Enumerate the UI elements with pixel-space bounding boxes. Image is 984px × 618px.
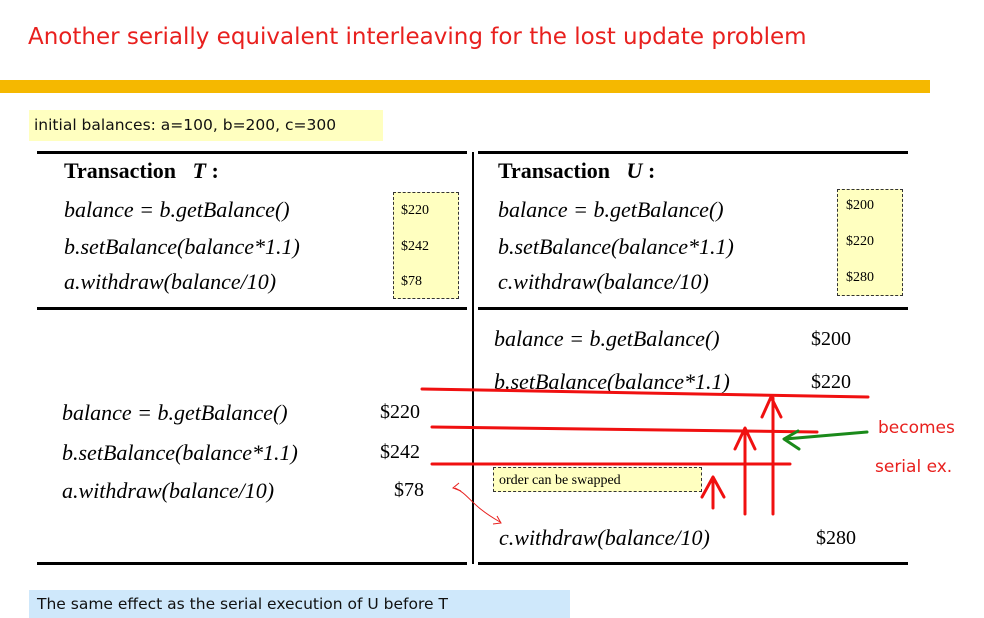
interleave-u-op-1: balance = b.getBalance() (494, 326, 720, 351)
interleave-u-value-1: $200 (811, 328, 851, 350)
table-middle-rule-right (478, 307, 908, 310)
red-line-1 (420, 387, 870, 399)
t-op-1: balance = b.getBalance() (64, 197, 290, 222)
swap-curve (454, 487, 501, 523)
table-bottom-rule (37, 562, 467, 565)
green-arrow-head (782, 429, 801, 451)
u-op-2: b.setBalance(balance*1.1) (498, 234, 734, 259)
becomes-label: becomes (878, 418, 955, 438)
t-value-2: $242 (401, 239, 429, 254)
swap-curve-head-bottom (492, 515, 502, 525)
u-op-1: balance = b.getBalance() (498, 197, 724, 222)
green-arrow-shaft (783, 430, 869, 441)
interleave-t-op-3: a.withdraw(balance/10) (62, 478, 275, 503)
transaction-t-heading: Transaction T : (64, 158, 219, 184)
red-arrow-1-head (700, 475, 726, 499)
u-op-3: c.withdraw(balance/10) (498, 269, 709, 294)
interleave-u-value-3: $280 (816, 527, 856, 549)
swap-curve-head-top (452, 482, 462, 492)
serial-ex-label: serial ex. (875, 457, 953, 477)
t-value-1: $220 (401, 203, 429, 218)
transaction-u-colon: : (647, 158, 656, 183)
red-arrow-3-head (760, 395, 783, 419)
t-op-3: a.withdraw(balance/10) (64, 269, 277, 294)
red-arrow-2-head (733, 426, 757, 451)
table-column-divider (472, 152, 474, 564)
initial-balances-note: initial balances: a=100, b=200, c=300 (29, 110, 383, 141)
t-op-2: b.setBalance(balance*1.1) (64, 234, 300, 259)
title-underline-bar (0, 80, 930, 93)
u-value-3: $280 (846, 270, 874, 285)
interleave-u-value-2: $220 (811, 371, 851, 393)
interleave-u-op-3: c.withdraw(balance/10) (499, 525, 710, 550)
transaction-t-name: T (192, 158, 206, 183)
transaction-u-name: U (626, 158, 643, 183)
t-values-box (393, 192, 459, 299)
red-line-2 (430, 425, 819, 434)
transaction-u-heading: Transaction U : (498, 158, 655, 184)
interleave-t-op-2: b.setBalance(balance*1.1) (62, 440, 298, 465)
table-bottom-rule-right (478, 562, 908, 565)
u-value-2: $220 (846, 234, 874, 249)
table-middle-rule (37, 307, 467, 310)
table-top-rule (37, 151, 467, 154)
u-value-1: $200 (846, 198, 874, 213)
u-values-box (837, 189, 903, 296)
interleave-t-value-1: $220 (380, 401, 420, 423)
slide-title: Another serially equivalent interleaving… (28, 24, 807, 50)
interleave-t-value-3: $78 (394, 479, 424, 501)
footer-note: The same effect as the serial execution … (29, 590, 570, 618)
transaction-u-label: Transaction (498, 158, 611, 183)
order-swap-note: order can be swapped (493, 467, 702, 492)
interleave-t-value-2: $242 (380, 441, 420, 463)
interleave-t-op-1: balance = b.getBalance() (62, 400, 288, 425)
transaction-t-colon: : (211, 158, 219, 183)
t-value-3: $78 (401, 274, 422, 289)
table-top-rule-right (478, 151, 908, 154)
transaction-t-label: Transaction (64, 158, 177, 183)
